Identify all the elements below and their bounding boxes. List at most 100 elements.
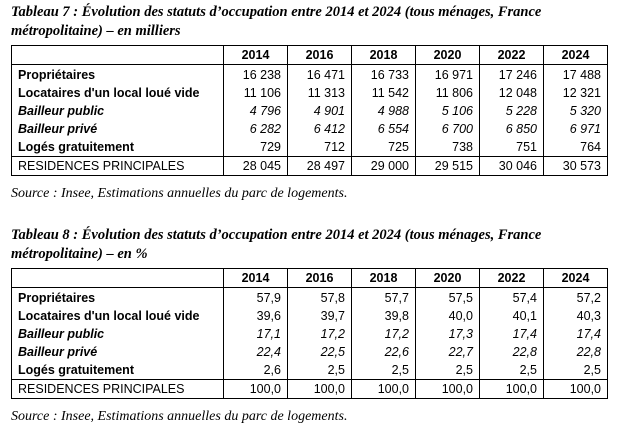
- table8-year-header: 2020: [415, 268, 480, 288]
- table-cell: 17,2: [351, 325, 416, 343]
- table-cell: 12 321: [543, 84, 608, 102]
- table-cell: 22,8: [543, 343, 608, 361]
- table-cell: 6 554: [351, 120, 416, 138]
- table-cell: 751: [479, 138, 544, 157]
- row-label: Locataires d'un local loué vide: [11, 84, 224, 102]
- table-cell: 6 412: [287, 120, 352, 138]
- table-cell: 39,6: [223, 307, 288, 325]
- table-cell: 57,7: [351, 287, 416, 307]
- row-label: Bailleur privé: [11, 120, 224, 138]
- table-cell: 100,0: [479, 379, 544, 399]
- table-cell: 39,7: [287, 307, 352, 325]
- table8-caption-line1: Tableau 8 : Évolution des statuts d’occu…: [11, 227, 542, 243]
- table-cell: 6 282: [223, 120, 288, 138]
- row-label: Bailleur public: [11, 102, 224, 120]
- table-cell: 11 806: [415, 84, 480, 102]
- table-cell: 725: [351, 138, 416, 157]
- table7-row-bailleur-public: Bailleur public 4 796 4 901 4 988 5 106 …: [11, 102, 608, 120]
- table-cell: 100,0: [223, 379, 288, 399]
- table8: 2014 2016 2018 2020 2022 2024 Propriétai…: [11, 268, 608, 399]
- row-label: Propriétaires: [11, 64, 224, 84]
- table-cell: 57,5: [415, 287, 480, 307]
- total-label: RESIDENCES PRINCIPALES: [11, 379, 224, 399]
- table-cell: 39,8: [351, 307, 416, 325]
- table-cell: 22,4: [223, 343, 288, 361]
- table-cell: 29 000: [351, 156, 416, 176]
- table8-year-header: 2016: [287, 268, 352, 288]
- table-cell: 4 901: [287, 102, 352, 120]
- table7-year-header: 2024: [543, 45, 608, 65]
- total-label: RESIDENCES PRINCIPALES: [11, 156, 224, 176]
- table7-source: Source : Insee, Estimations annuelles du…: [11, 186, 348, 201]
- table-cell: 2,6: [223, 361, 288, 380]
- table-cell: 5 228: [479, 102, 544, 120]
- table-cell: 17,4: [479, 325, 544, 343]
- row-label: Logés gratuitement: [11, 138, 224, 157]
- table8-header-row: 2014 2016 2018 2020 2022 2024: [11, 268, 608, 288]
- table-cell: 30 046: [479, 156, 544, 176]
- table-cell: 40,3: [543, 307, 608, 325]
- table-cell: 17,4: [543, 325, 608, 343]
- table-cell: 16 971: [415, 64, 480, 84]
- table8-row-proprietaires: Propriétaires 57,9 57,8 57,7 57,5 57,4 5…: [11, 287, 608, 307]
- table7-row-loges-gratuitement: Logés gratuitement 729 712 725 738 751 7…: [11, 138, 608, 157]
- table8-year-header: 2018: [351, 268, 416, 288]
- table-cell: 16 733: [351, 64, 416, 84]
- table-cell: 40,0: [415, 307, 480, 325]
- table-cell: 57,8: [287, 287, 352, 307]
- table7-row-bailleur-prive: Bailleur privé 6 282 6 412 6 554 6 700 6…: [11, 120, 608, 138]
- row-label: Bailleur privé: [11, 343, 224, 361]
- table-cell: 57,4: [479, 287, 544, 307]
- table-cell: 28 045: [223, 156, 288, 176]
- table-cell: 17 488: [543, 64, 608, 84]
- table8-year-header: 2022: [479, 268, 544, 288]
- table8-row-loges-gratuitement: Logés gratuitement 2,6 2,5 2,5 2,5 2,5 2…: [11, 361, 608, 380]
- table-cell: 2,5: [479, 361, 544, 380]
- table7-row-proprietaires: Propriétaires 16 238 16 471 16 733 16 97…: [11, 64, 608, 84]
- table-cell: 4 796: [223, 102, 288, 120]
- table7-corner-cell: [11, 45, 224, 65]
- table-cell: 6 971: [543, 120, 608, 138]
- table-cell: 712: [287, 138, 352, 157]
- table-cell: 6 700: [415, 120, 480, 138]
- table-cell: 17,2: [287, 325, 352, 343]
- table-cell: 16 238: [223, 64, 288, 84]
- row-label: Logés gratuitement: [11, 361, 224, 380]
- table-cell: 764: [543, 138, 608, 157]
- table7-caption-line1: Tableau 7 : Évolution des statuts d’occu…: [11, 4, 542, 20]
- table-cell: 2,5: [415, 361, 480, 380]
- table-cell: 22,5: [287, 343, 352, 361]
- table8-year-header: 2014: [223, 268, 288, 288]
- table7-year-header: 2020: [415, 45, 480, 65]
- table-cell: 28 497: [287, 156, 352, 176]
- table-cell: 100,0: [287, 379, 352, 399]
- row-label: Locataires d'un local loué vide: [11, 307, 224, 325]
- table-cell: 22,6: [351, 343, 416, 361]
- table7-header-row: 2014 2016 2018 2020 2022 2024: [11, 45, 608, 65]
- table8-row-locataires: Locataires d'un local loué vide 39,6 39,…: [11, 307, 608, 325]
- table8-source: Source : Insee, Estimations annuelles du…: [11, 409, 348, 424]
- table7-caption-line2: métropolitaine) – en milliers: [11, 23, 181, 39]
- table-cell: 22,8: [479, 343, 544, 361]
- table7-year-header: 2022: [479, 45, 544, 65]
- table-cell: 2,5: [543, 361, 608, 380]
- table-cell: 6 850: [479, 120, 544, 138]
- table-cell: 738: [415, 138, 480, 157]
- table-cell: 29 515: [415, 156, 480, 176]
- table7: 2014 2016 2018 2020 2022 2024 Propriétai…: [11, 45, 608, 176]
- table8-corner-cell: [11, 268, 224, 288]
- table-cell: 100,0: [415, 379, 480, 399]
- table-cell: 30 573: [543, 156, 608, 176]
- table8-year-header: 2024: [543, 268, 608, 288]
- table-cell: 11 313: [287, 84, 352, 102]
- table-cell: 57,2: [543, 287, 608, 307]
- table-cell: 12 048: [479, 84, 544, 102]
- table-cell: 2,5: [351, 361, 416, 380]
- table-cell: 11 106: [223, 84, 288, 102]
- row-label: Propriétaires: [11, 287, 224, 307]
- table-cell: 11 542: [351, 84, 416, 102]
- table-cell: 2,5: [287, 361, 352, 380]
- table-cell: 100,0: [543, 379, 608, 399]
- table-cell: 100,0: [351, 379, 416, 399]
- table7-row-total: RESIDENCES PRINCIPALES 28 045 28 497 29 …: [11, 156, 608, 176]
